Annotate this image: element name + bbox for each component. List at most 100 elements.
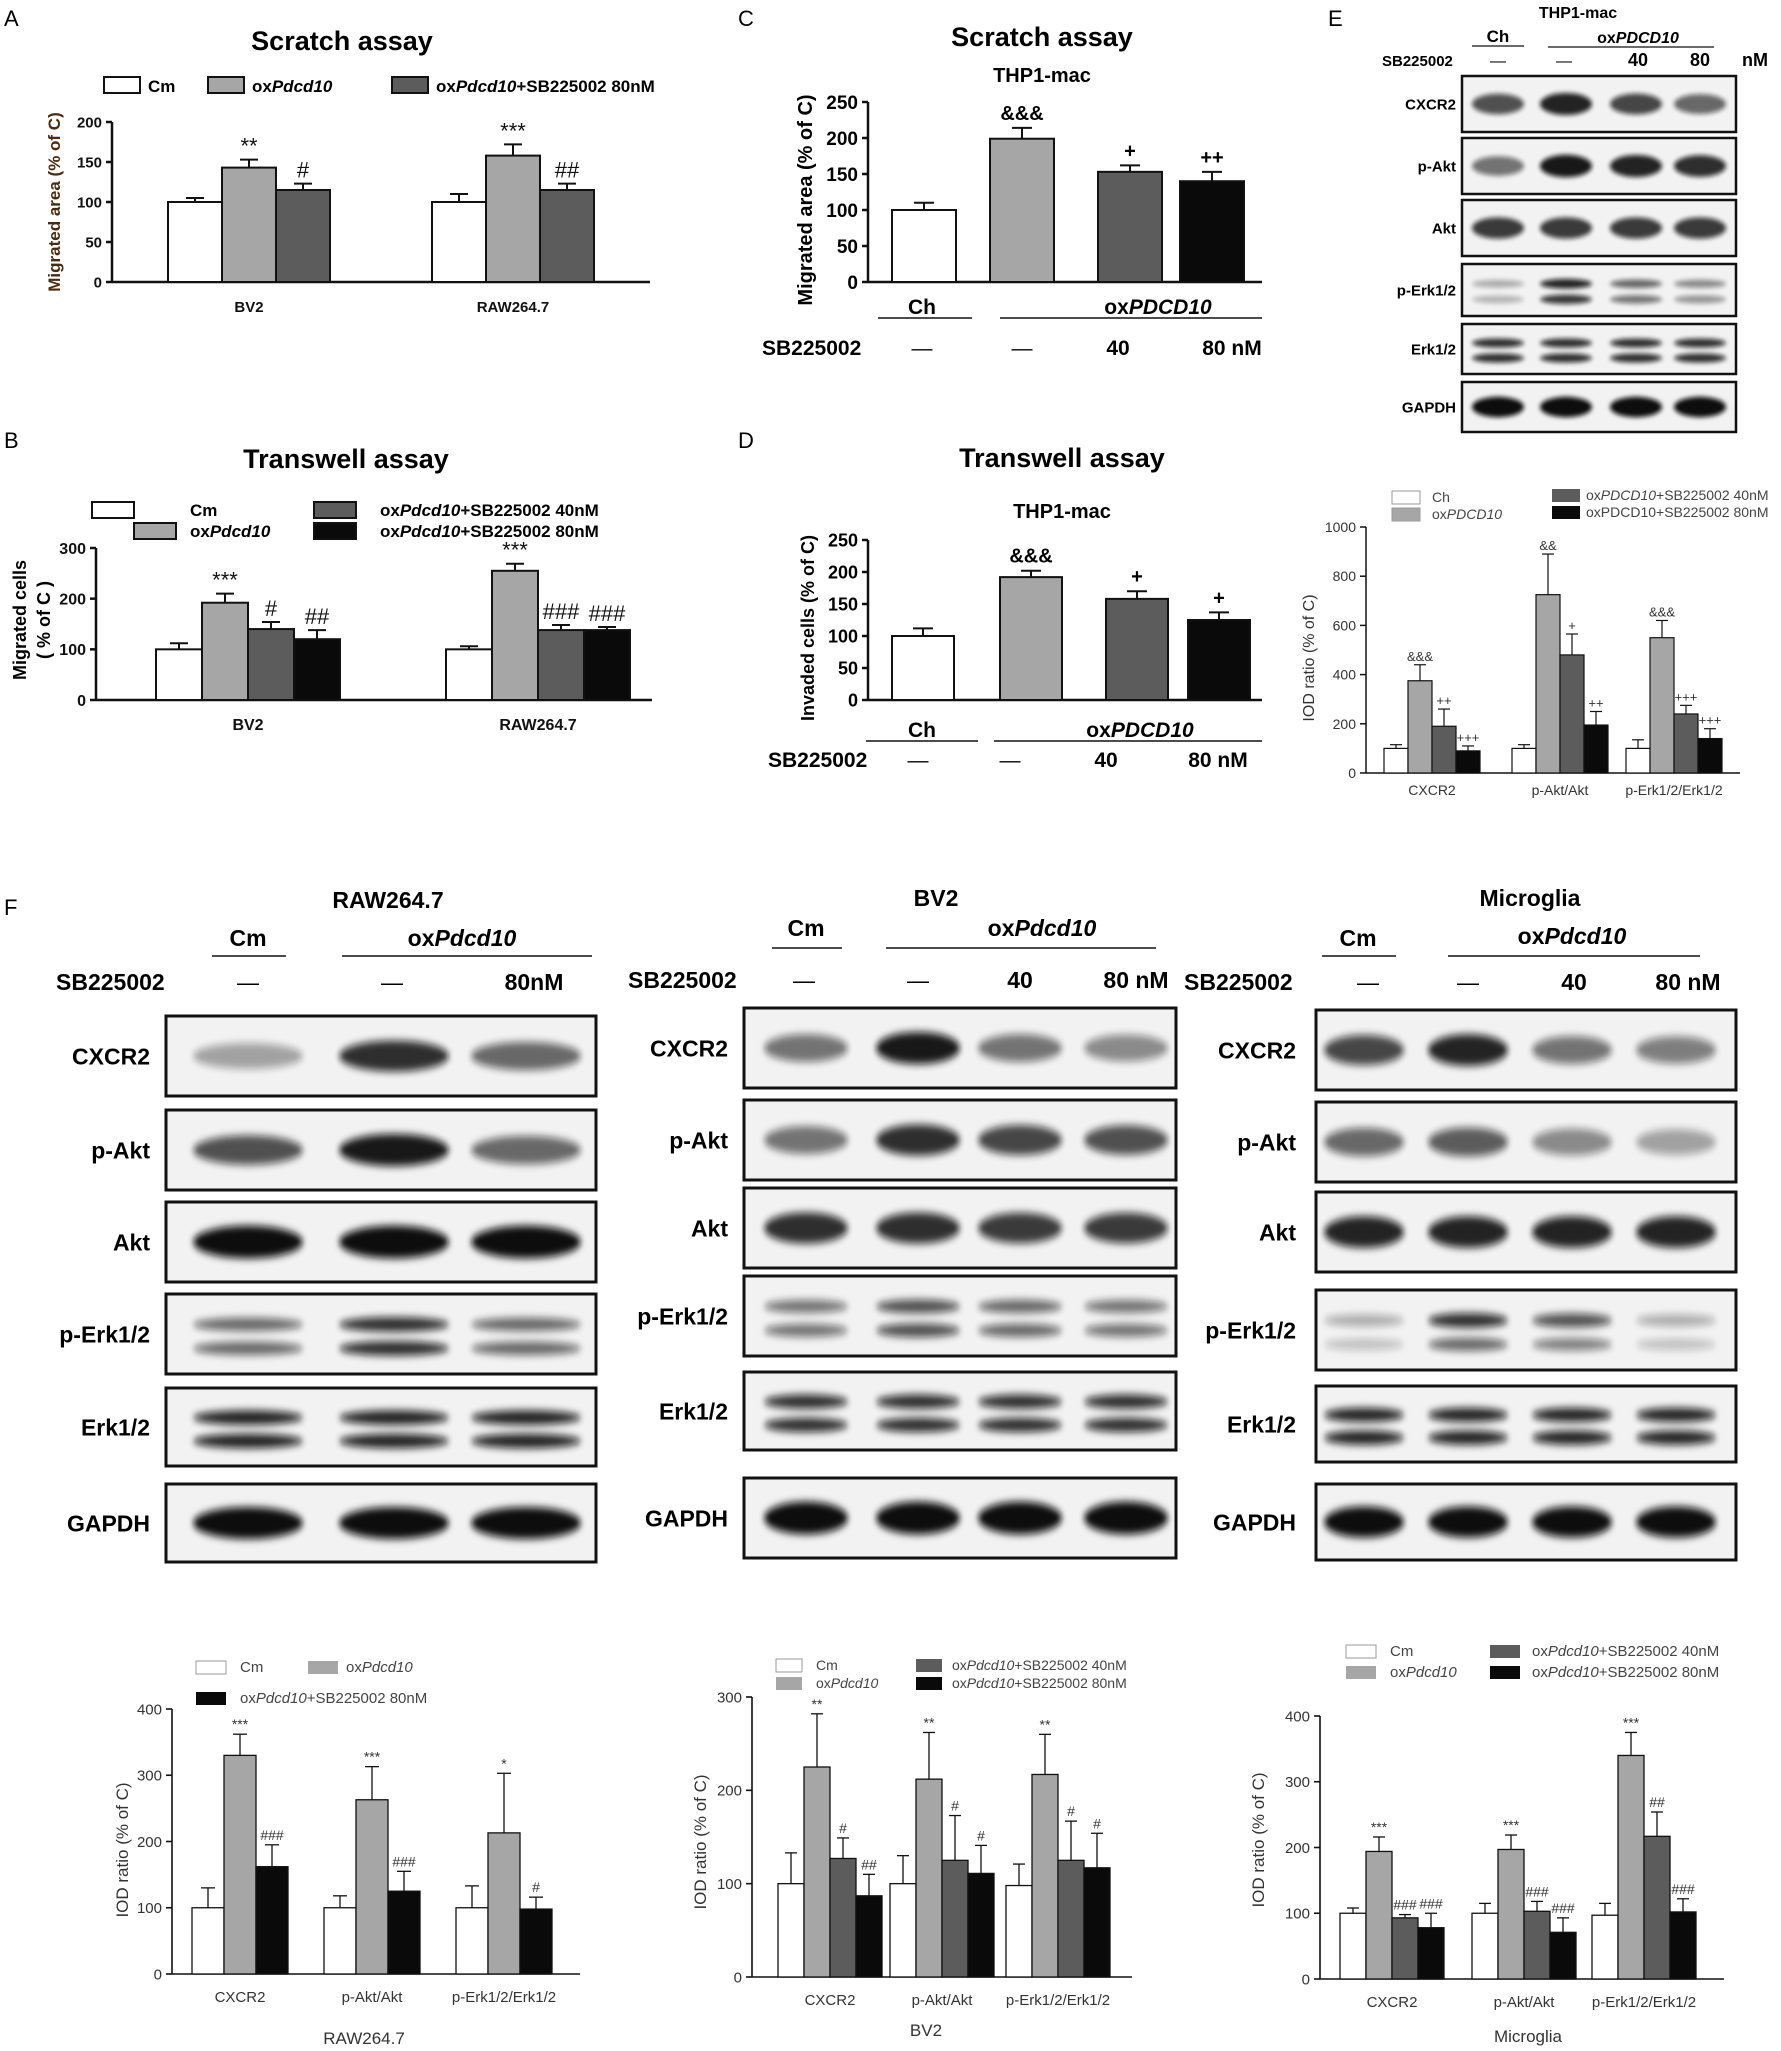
blot-label-erk: Erk1/2: [81, 1414, 150, 1440]
blot-band: [1540, 92, 1592, 116]
blot-band: [1084, 1212, 1168, 1244]
y-tick-label: 200: [137, 1834, 162, 1851]
bar: [1407, 680, 1433, 774]
blot-band: [876, 1124, 960, 1156]
blot-row-pakt: p-Akt: [91, 1108, 598, 1192]
significance-label: +++: [1675, 689, 1698, 704]
blot-band: [1674, 217, 1726, 239]
y-tick-label: 100: [59, 642, 86, 659]
significance-label: *: [501, 1755, 507, 1771]
bar: [167, 201, 223, 283]
significance-label: +: [1568, 618, 1576, 633]
blot-label-akt: Akt: [113, 1229, 150, 1255]
category-label: BV2: [234, 299, 263, 316]
label-sb: SB225002: [762, 337, 861, 360]
y-tick-label: 100: [77, 194, 102, 211]
blot-band: [1084, 1501, 1168, 1535]
blot-band: [876, 1501, 960, 1535]
blot-band: [1324, 1506, 1404, 1538]
blot-band: [1674, 353, 1726, 363]
category-label: p-Akt/Akt: [342, 1989, 404, 2006]
bar: [247, 628, 295, 701]
dose-80nm: 80 nM: [1188, 749, 1248, 772]
blot-band: [1674, 279, 1726, 288]
blot-band: [1428, 1430, 1508, 1445]
blot-e-dose-80: 80: [1690, 50, 1710, 70]
bar: [891, 209, 957, 283]
blot-row-pakt: p-Akt: [669, 1098, 1178, 1182]
blot-band: [876, 1417, 960, 1433]
blot-frame: [1460, 262, 1738, 318]
legend-ox: oxPdcd10: [346, 1659, 413, 1676]
y-tick-label: 200: [717, 1783, 742, 1800]
bar: [1431, 725, 1457, 774]
blot-band: [1636, 1036, 1716, 1064]
bar: [1625, 747, 1651, 774]
blot-band: [471, 1341, 581, 1356]
panel-letter-d: D: [738, 428, 754, 453]
blot-row-perk: p-Erk1/2: [59, 1292, 598, 1376]
dose-dash-2: —: [1012, 337, 1033, 360]
y-tick-label: 0: [847, 273, 858, 294]
bar: [1523, 1910, 1551, 1980]
blot-band: [193, 1433, 303, 1449]
legend-ox-sb80: oxPDCD10+SB225002 80nM: [1586, 504, 1769, 520]
y-tick-label: 150: [826, 165, 858, 186]
blot-f3-dose-80nm: 80 nM: [1655, 969, 1720, 995]
blot-band: [1540, 154, 1592, 178]
chart-f1-ylabel: IOD ratio (% of C): [113, 1782, 132, 1917]
y-tick-label: 0: [1348, 765, 1356, 781]
blot-e-dose-dash-2: —: [1556, 53, 1572, 70]
chart-f1-legend: Cm oxPdcd10 oxPdcd10+SB225002 80nM: [195, 1659, 427, 1707]
blot-band: [764, 1126, 848, 1154]
blot-label-gapdh: GAPDH: [1402, 399, 1456, 416]
legend-swatch-cm: [195, 1660, 227, 1675]
legend-swatch-ox-sb80: [1490, 1666, 1520, 1679]
legend-ox: oxPDCD10: [1432, 506, 1502, 522]
blot-band: [978, 1125, 1062, 1155]
blot-band: [978, 1034, 1062, 1062]
blot-label-perk: p-Erk1/2: [1397, 282, 1456, 299]
significance-label: ###: [543, 599, 580, 624]
blot-e-dose-40: 40: [1628, 50, 1648, 70]
bar: [1643, 1835, 1671, 1980]
category-label: p-Erk1/2/Erk1/2: [1625, 782, 1722, 798]
significance-label: **: [812, 1696, 823, 1712]
blot-band: [193, 1317, 303, 1332]
bar: [583, 629, 631, 702]
y-tick-label: 100: [826, 201, 858, 222]
chart-a-title: Scratch assay: [251, 26, 433, 56]
bar: [1455, 750, 1481, 774]
blot-band: [1540, 278, 1592, 289]
panel-e-chart: Ch oxPDCD10 oxPDCD10+SB225002 40nM oxPDC…: [1301, 487, 1769, 798]
bar: [201, 601, 249, 701]
blot-row-cxcr2: CXCR2: [650, 1006, 1178, 1090]
y-tick-label: 100: [1285, 1906, 1310, 1923]
legend-swatch-ox-sb40: [313, 501, 357, 519]
blot-f2-rows: CXCR2 p-Akt Akt p-Erk1/2 Erk1/2 GAPDH: [637, 1006, 1178, 1560]
blot-band: [1532, 1313, 1612, 1328]
blot-f3-dose-40: 40: [1561, 969, 1587, 995]
chart-c-treatment-table: Ch oxPDCD10 SB225002 — — 40 80 nM: [762, 296, 1262, 360]
blot-band: [764, 1034, 848, 1062]
significance-label: ***: [1623, 1714, 1640, 1730]
blot-band: [1324, 1216, 1404, 1248]
y-tick-label: 0: [734, 1969, 742, 1986]
legend-cm: Cm: [240, 1659, 263, 1676]
significance-label: +: [1213, 587, 1225, 609]
bar: [891, 635, 955, 701]
blot-band: [876, 1212, 960, 1244]
label-sb: SB225002: [768, 749, 867, 772]
legend-swatch-ox: [1346, 1666, 1376, 1679]
legend-ox-sb80: oxPdcd10+SB225002 80nM: [380, 522, 599, 541]
blot-f3-label-ox: oxPdcd10: [1518, 923, 1627, 949]
blot-label-erk: Erk1/2: [659, 1398, 728, 1424]
significance-label: #: [297, 158, 310, 183]
significance-label: #: [839, 1820, 847, 1836]
blot-band: [1428, 1216, 1508, 1248]
significance-label: ***: [1371, 1819, 1388, 1835]
blot-band: [764, 1501, 848, 1535]
blot-frame: [164, 1292, 598, 1376]
bar: [999, 576, 1063, 701]
